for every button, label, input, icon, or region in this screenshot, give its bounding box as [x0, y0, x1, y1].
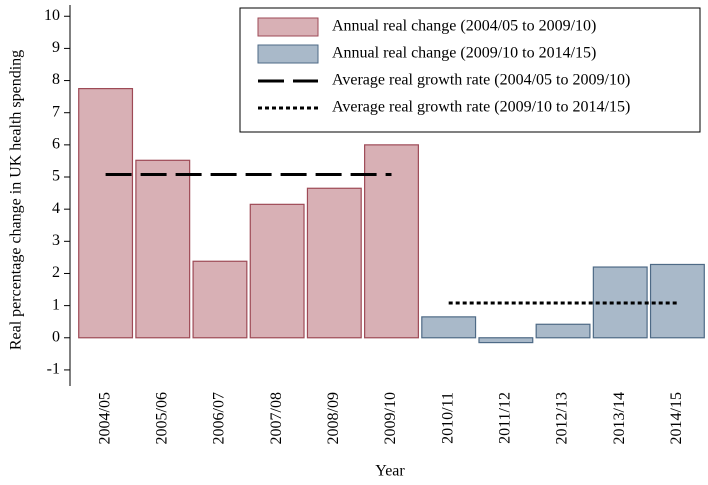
legend-label: Average real growth rate (2004/05 to 200…	[332, 72, 630, 89]
y-tick-label: 9	[52, 39, 60, 56]
bar	[649, 263, 705, 339]
y-tick-label: 3	[52, 232, 60, 249]
bar	[192, 260, 248, 339]
y-tick-label: 4	[52, 200, 60, 217]
y-tick-label: 8	[52, 71, 60, 88]
legend: Annual real change (2004/05 to 2009/10) A…	[239, 7, 701, 133]
y-tick-label: 10	[44, 7, 60, 24]
x-tick-label: 2011/12	[497, 392, 514, 444]
x-tick-label: 2014/15	[668, 392, 685, 444]
y-tick-label: 2	[52, 264, 60, 281]
y-tick-label: -1	[47, 361, 60, 378]
legend-label: Annual real change (2009/10 to 2014/15)	[332, 45, 596, 62]
x-tick-label: 2006/07	[211, 392, 228, 444]
x-tick-label: 2010/11	[439, 392, 456, 444]
x-tick-label: 2013/14	[611, 392, 628, 444]
y-tick-label: 0	[52, 328, 60, 345]
bar	[478, 337, 534, 344]
y-axis-title: Real percentage change in UK health spen…	[8, 50, 25, 350]
bar	[535, 323, 591, 339]
bar	[421, 316, 477, 339]
y-tick-label: 6	[52, 136, 60, 153]
legend-swatch	[257, 17, 319, 37]
x-tick-label: 2005/06	[153, 392, 170, 444]
bar	[364, 144, 419, 339]
x-tick-label: 2008/09	[325, 392, 342, 444]
legend-label: Annual real change (2004/05 to 2009/10)	[332, 18, 596, 35]
y-tick-label: 1	[52, 296, 60, 313]
x-tick-label: 2012/13	[554, 392, 571, 444]
legend-swatch	[257, 44, 319, 64]
bar	[306, 187, 362, 339]
y-tick-label: 5	[52, 168, 60, 185]
legend-label: Average real growth rate (2009/10 to 201…	[332, 99, 630, 116]
x-tick-label: 2007/08	[268, 392, 285, 444]
x-tick-label: 2009/10	[382, 392, 399, 444]
x-axis-title: Year	[375, 463, 405, 480]
bar	[249, 203, 305, 339]
y-tick-label: 7	[52, 103, 60, 120]
x-tick-label: 2004/05	[96, 392, 113, 444]
bar	[135, 159, 191, 339]
bar	[78, 87, 134, 339]
